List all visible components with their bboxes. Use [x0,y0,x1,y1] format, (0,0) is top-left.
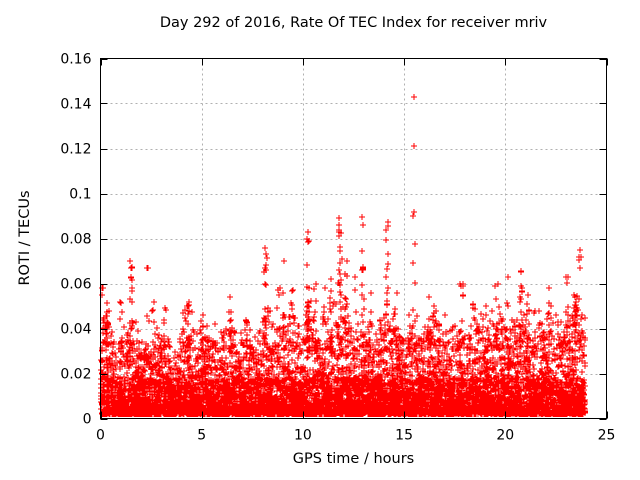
y-tick-label: 0.02 [60,367,91,383]
grid-lines [100,58,607,419]
y-tick-label: 0.06 [60,277,91,293]
chart-title: Day 292 of 2016, Rate Of TEC Index for r… [159,15,548,31]
plot-frame [100,58,608,420]
y-tick-label: 0.12 [60,142,91,158]
y-tick-label: 0 [83,412,92,428]
y-tick-label: 0.08 [60,232,91,248]
x-tick-label: 15 [395,428,413,444]
y-tick-label: 0.04 [60,322,91,338]
y-tick-label: 0.16 [60,52,91,68]
x-tick-label: 20 [496,428,514,444]
x-tick-label: 5 [197,428,206,444]
x-axis-title: GPS time / hours [292,451,415,467]
x-tick-label: 10 [294,428,312,444]
y-tick-label: 0.1 [69,187,91,203]
x-tick-label: 0 [96,428,105,444]
data-points [98,94,588,417]
y-tick-label: 0.14 [60,97,91,113]
x-tick-label: 25 [598,428,616,444]
